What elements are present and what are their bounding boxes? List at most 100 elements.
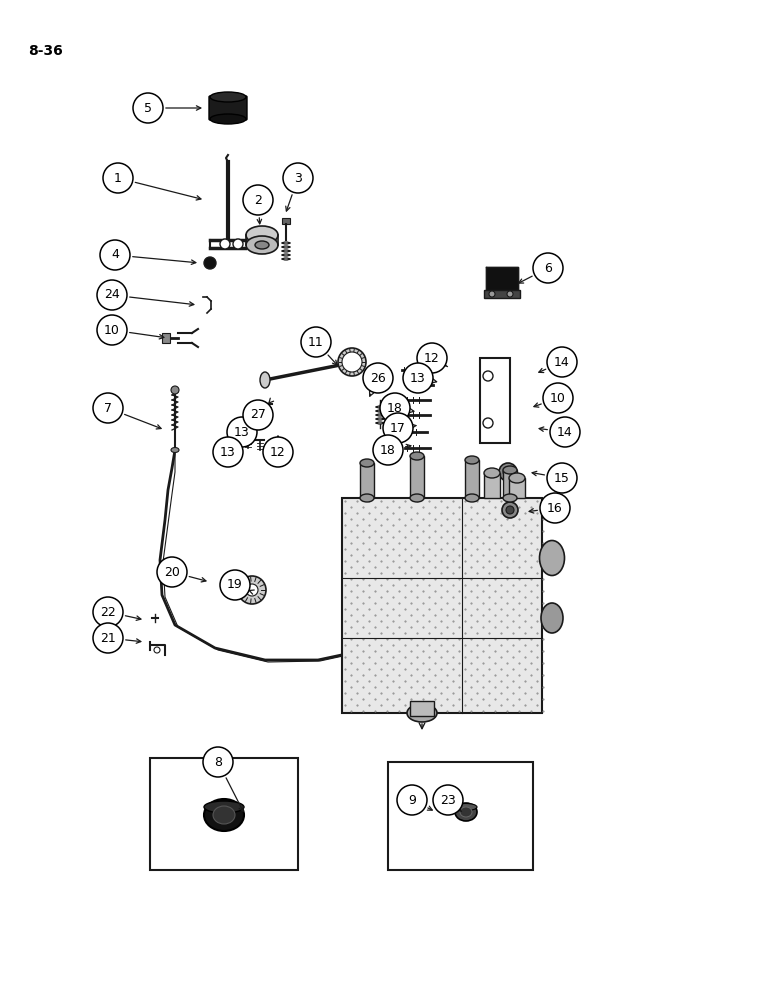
Circle shape [220,570,250,600]
Bar [162,333,170,343]
Text: 14: 14 [554,356,570,368]
Text: 10: 10 [104,324,120,336]
Ellipse shape [360,494,374,502]
Circle shape [383,413,413,443]
Circle shape [203,747,233,777]
Ellipse shape [465,494,479,502]
Text: 13: 13 [234,426,250,438]
Ellipse shape [171,448,179,452]
Text: 2: 2 [254,194,262,207]
Circle shape [154,647,160,653]
Circle shape [263,437,293,467]
Ellipse shape [503,466,517,474]
Circle shape [93,393,123,423]
Circle shape [547,463,577,493]
Text: 16: 16 [547,502,563,514]
Circle shape [433,785,463,815]
Ellipse shape [204,801,244,813]
Text: 23: 23 [440,794,456,806]
Circle shape [533,253,563,283]
Ellipse shape [503,494,517,502]
Circle shape [342,352,362,372]
Text: 14: 14 [557,426,573,438]
Bar [342,498,542,713]
Text: 6: 6 [544,261,552,274]
Circle shape [543,383,573,413]
Ellipse shape [210,114,246,124]
Circle shape [373,435,403,465]
Bar [484,473,500,498]
Text: 20: 20 [164,566,180,578]
Circle shape [489,291,495,297]
Bar [410,456,424,498]
Circle shape [483,418,493,428]
Circle shape [246,584,258,596]
Ellipse shape [460,807,472,817]
Circle shape [97,280,127,310]
Text: 10: 10 [550,391,566,404]
Circle shape [243,185,273,215]
Circle shape [483,371,493,381]
Text: 9: 9 [408,794,416,806]
Circle shape [157,557,187,587]
Ellipse shape [260,372,270,388]
Bar [503,470,517,498]
Ellipse shape [204,799,244,831]
Circle shape [507,291,513,297]
Text: 13: 13 [220,446,236,458]
Ellipse shape [410,452,424,460]
Circle shape [103,163,133,193]
Circle shape [547,347,577,377]
Text: 18: 18 [387,401,403,414]
Ellipse shape [540,540,564,576]
Circle shape [93,623,123,653]
Bar [150,758,298,870]
Circle shape [417,343,447,373]
Ellipse shape [509,473,525,483]
Text: 24: 24 [104,288,120,302]
Text: 18: 18 [380,444,396,456]
Circle shape [283,163,313,193]
Text: 3: 3 [294,172,302,184]
Circle shape [133,93,163,123]
Text: 15: 15 [554,472,570,485]
Bar [360,463,374,498]
Ellipse shape [541,603,563,633]
Ellipse shape [484,468,500,478]
Circle shape [213,437,243,467]
Circle shape [363,363,393,393]
Circle shape [233,239,243,249]
Ellipse shape [465,456,479,464]
Text: 1: 1 [114,172,122,184]
Text: 19: 19 [227,578,243,591]
Bar [388,762,533,870]
Text: 12: 12 [270,446,286,458]
Circle shape [380,393,410,423]
Circle shape [243,400,273,430]
Text: 5: 5 [144,102,152,114]
Circle shape [301,327,331,357]
Circle shape [100,240,130,270]
FancyBboxPatch shape [209,96,247,120]
Bar [410,701,434,716]
Ellipse shape [213,806,235,824]
Ellipse shape [455,804,477,810]
Bar [282,218,290,224]
Ellipse shape [246,226,278,244]
Ellipse shape [455,803,477,821]
Text: 17: 17 [390,422,406,434]
Bar [509,478,525,498]
Circle shape [238,576,266,604]
Circle shape [171,386,179,394]
Bar [480,358,510,443]
Text: 7: 7 [104,401,112,414]
Text: 26: 26 [370,371,386,384]
Circle shape [540,493,570,523]
Circle shape [204,257,216,269]
Circle shape [502,502,518,518]
Text: 21: 21 [100,632,116,645]
Text: 27: 27 [250,408,266,422]
Ellipse shape [360,459,374,467]
Ellipse shape [255,241,269,249]
Circle shape [550,417,580,447]
